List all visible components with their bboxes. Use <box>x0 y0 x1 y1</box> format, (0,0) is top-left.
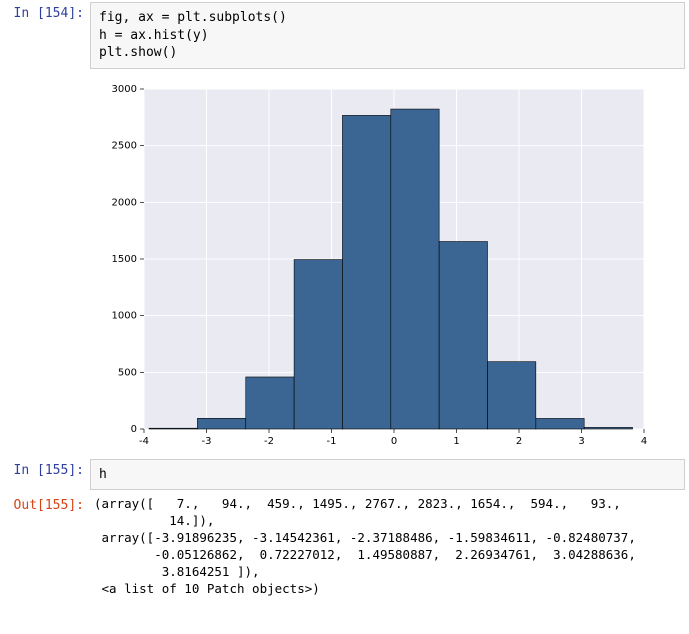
code-line: fig, ax = plt.subplots() <box>99 10 287 25</box>
output-cell-155: Out[155]: (array([ 7., 94., 459., 1495.,… <box>0 492 689 599</box>
histogram-bar <box>584 427 632 429</box>
y-tick-label: 0 <box>131 424 137 435</box>
code-line: plt.show() <box>99 45 177 60</box>
x-tick-label: 4 <box>641 436 647 447</box>
histogram-bar <box>294 259 342 428</box>
code-input-155[interactable]: h <box>90 459 685 491</box>
code-input-154[interactable]: fig, ax = plt.subplots() h = ax.hist(y) … <box>90 2 685 69</box>
output-prompt-155: Out[155]: <box>0 494 90 513</box>
cell-body-154: fig, ax = plt.subplots() h = ax.hist(y) … <box>90 2 689 69</box>
histogram-chart: -4 -3 -2 -1 0 1 2 3 4 0 500 1000 1500 2000 2500 3000 <box>94 79 654 449</box>
input-prompt-154: In [154]: <box>0 2 90 21</box>
cell-body-155: h <box>90 459 689 491</box>
output-text-155: (array([ 7., 94., 459., 1495., 2767., 28… <box>90 494 685 597</box>
x-tick-label: -4 <box>139 436 149 447</box>
y-tick-label: 1500 <box>112 254 137 265</box>
output-body-155: (array([ 7., 94., 459., 1495., 2767., 28… <box>90 494 689 597</box>
x-tick-label: -2 <box>264 436 274 447</box>
input-cell-155: In [155]: h <box>0 457 689 493</box>
histogram-bar <box>246 377 294 429</box>
y-tick-label: 1000 <box>112 310 137 321</box>
histogram-bar <box>439 241 487 428</box>
y-tick-label: 3000 <box>112 84 137 95</box>
output-prompt-154-blank <box>0 73 90 77</box>
histogram-bar <box>149 428 197 429</box>
y-tick-label: 2500 <box>112 140 137 151</box>
x-tick-label: 0 <box>391 436 397 447</box>
histogram-bar <box>342 115 390 429</box>
x-tick-label: 2 <box>516 436 522 447</box>
x-tick-label: 1 <box>453 436 459 447</box>
input-prompt-155: In [155]: <box>0 459 90 478</box>
histogram-bar <box>391 109 439 429</box>
x-tick-label: 3 <box>578 436 584 447</box>
histogram-bar <box>536 418 584 429</box>
input-cell-154: In [154]: fig, ax = plt.subplots() h = a… <box>0 0 689 71</box>
output-cell-154: -4 -3 -2 -1 0 1 2 3 4 0 500 1000 1500 2000 2500 3000 <box>0 71 689 457</box>
x-tick-label: -1 <box>327 436 337 447</box>
code-line: h <box>99 467 107 482</box>
code-line: h = ax.hist(y) <box>99 28 209 43</box>
chart-output-154: -4 -3 -2 -1 0 1 2 3 4 0 500 1000 1500 2000 2500 3000 <box>90 73 689 455</box>
histogram-bar <box>487 361 535 428</box>
x-tick-label: -3 <box>202 436 212 447</box>
y-tick-label: 500 <box>118 367 137 378</box>
histogram-bar <box>197 418 245 429</box>
y-tick-label: 2000 <box>112 197 137 208</box>
